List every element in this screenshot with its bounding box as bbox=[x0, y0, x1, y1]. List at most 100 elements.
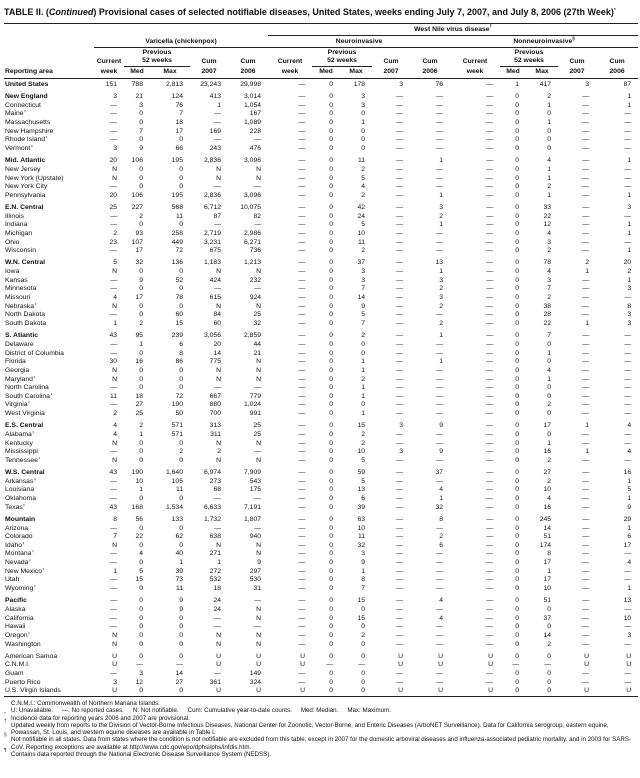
value-cell: — bbox=[624, 127, 632, 135]
value-cell: 2 bbox=[585, 259, 590, 267]
header-week: week bbox=[268, 66, 313, 79]
value-cell: 0 bbox=[139, 119, 143, 127]
value-cell: 0 bbox=[329, 320, 334, 328]
value-cell: 1 bbox=[547, 567, 552, 575]
value-cell: 0 bbox=[329, 358, 334, 366]
value-cell: U bbox=[398, 687, 404, 695]
value-cell: — bbox=[486, 533, 494, 541]
value-cell: 3 bbox=[113, 678, 117, 686]
value-cell: — bbox=[436, 585, 444, 593]
value-cell: 543 bbox=[249, 477, 262, 485]
reporting-area-cell: E.N. Central bbox=[5, 204, 44, 212]
value-cell: 1,183 bbox=[203, 259, 221, 267]
value-cell: — bbox=[110, 247, 117, 255]
value-cell: — bbox=[396, 559, 404, 567]
value-cell: N bbox=[256, 640, 262, 648]
value-cell: — bbox=[486, 145, 494, 153]
value-cell: 227 bbox=[131, 204, 143, 212]
value-cell: 0 bbox=[515, 640, 520, 648]
value-cell: 32 bbox=[253, 320, 262, 328]
value-cell: N bbox=[216, 165, 221, 173]
value-cell: — bbox=[110, 119, 117, 127]
value-cell: 32 bbox=[135, 259, 143, 267]
value-cell: — bbox=[396, 320, 404, 328]
value-cell: 0 bbox=[515, 567, 520, 575]
value-cell: — bbox=[582, 212, 590, 220]
value-cell: 1 bbox=[439, 157, 444, 165]
table-row: Hawaii — 0 0 — — — 0 0 — — — 0 0 — — bbox=[4, 623, 638, 632]
value-cell: — bbox=[298, 358, 306, 366]
value-cell: 228 bbox=[249, 127, 262, 135]
value-cell: 0 bbox=[515, 524, 520, 532]
value-cell: — bbox=[436, 410, 444, 418]
value-cell: — bbox=[582, 640, 590, 648]
value-cell: 1 bbox=[547, 349, 552, 357]
value-cell: 0 bbox=[329, 605, 334, 613]
value-cell: 25 bbox=[135, 410, 143, 418]
value-cell: — bbox=[582, 110, 590, 118]
value-cell: — bbox=[582, 302, 590, 310]
value-cell: 28 bbox=[543, 311, 552, 319]
value-cell: — bbox=[624, 212, 632, 220]
value-cell: 0 bbox=[361, 145, 366, 153]
value-cell: 0 bbox=[547, 340, 552, 348]
value-cell: 7 bbox=[361, 585, 366, 593]
value-cell: 271 bbox=[209, 550, 221, 558]
value-cell: 25 bbox=[109, 204, 117, 212]
value-cell: 2 bbox=[361, 439, 366, 447]
value-cell: 9 bbox=[439, 448, 444, 456]
value-cell: 0 bbox=[515, 495, 520, 503]
value-cell: — bbox=[582, 191, 590, 199]
value-cell: 0 bbox=[329, 285, 334, 293]
value-cell: 11 bbox=[357, 533, 366, 541]
value-cell: 7 bbox=[139, 127, 143, 135]
value-cell: — bbox=[582, 332, 590, 340]
value-cell: — bbox=[396, 302, 404, 310]
value-cell: — bbox=[624, 623, 632, 631]
value-cell: 15 bbox=[357, 422, 366, 430]
table-row: Georgia N 0 0 N N — 0 1 — — — 0 4 — — bbox=[4, 367, 638, 376]
value-cell: U bbox=[112, 652, 117, 660]
value-cell: 8 bbox=[361, 576, 366, 584]
value-cell: — bbox=[396, 631, 404, 639]
value-cell: 0 bbox=[139, 285, 143, 293]
value-cell: 0 bbox=[547, 392, 552, 400]
table-row: New York (Upstate) N 0 0 N N — 0 5 — — — 0 1 — — bbox=[4, 175, 638, 184]
header-spacer bbox=[4, 48, 94, 67]
value-cell: 1 bbox=[627, 247, 632, 255]
table-row: Delaware — 1 6 20 44 — 0 0 — — — 0 0 — — bbox=[4, 341, 638, 350]
value-cell: 0 bbox=[329, 631, 334, 639]
header-cum: Cum bbox=[201, 57, 217, 65]
value-cell: 0 bbox=[139, 631, 143, 639]
value-cell: 1 bbox=[585, 422, 590, 430]
value-cell: — bbox=[110, 559, 117, 567]
value-cell: 5 bbox=[361, 456, 366, 464]
header-med: Med bbox=[312, 66, 341, 79]
value-cell: — bbox=[436, 247, 444, 255]
value-cell: — bbox=[396, 605, 404, 613]
value-cell: N bbox=[216, 302, 221, 310]
value-cell: 3 bbox=[361, 276, 366, 284]
value-cell: — bbox=[624, 349, 632, 357]
value-cell: 0 bbox=[139, 541, 143, 549]
value-cell: 9 bbox=[361, 302, 366, 310]
value-cell: 0 bbox=[361, 652, 366, 660]
value-cell: — bbox=[396, 439, 404, 447]
value-cell: 1,732 bbox=[203, 515, 221, 523]
value-cell: — bbox=[486, 384, 494, 392]
value-cell: — bbox=[436, 392, 444, 400]
value-cell: — bbox=[582, 340, 590, 348]
value-cell: 7 bbox=[547, 332, 552, 340]
value-cell: 273 bbox=[209, 477, 221, 485]
value-cell: 10,075 bbox=[240, 204, 262, 212]
value-cell: — bbox=[110, 576, 117, 584]
value-cell: 6,974 bbox=[203, 469, 221, 477]
value-cell: — bbox=[396, 145, 404, 153]
value-cell: 11 bbox=[175, 486, 183, 494]
reporting-area-cell: Hawaii bbox=[5, 623, 26, 631]
value-cell: 0 bbox=[361, 136, 366, 144]
value-cell: 4 bbox=[139, 550, 143, 558]
value-cell: — bbox=[298, 631, 306, 639]
value-cell: 0 bbox=[329, 567, 334, 575]
value-cell: — bbox=[298, 614, 306, 622]
